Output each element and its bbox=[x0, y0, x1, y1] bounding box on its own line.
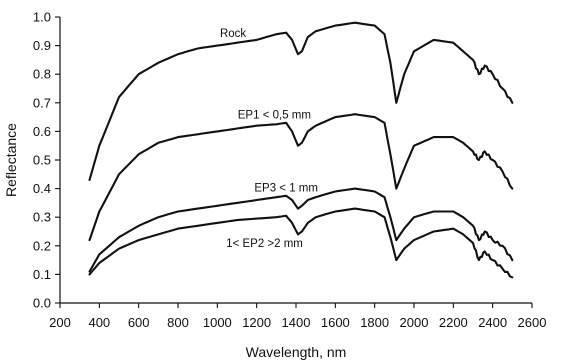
y-tick-label: 1.0 bbox=[33, 10, 51, 25]
y-tick-label: 0.4 bbox=[33, 181, 51, 196]
series-line-4 bbox=[88, 207, 514, 279]
axes bbox=[59, 17, 532, 304]
series-annotation-3: EP3 < 1 mm bbox=[254, 182, 318, 194]
series-line-2 bbox=[88, 113, 514, 242]
series-layer bbox=[88, 21, 514, 279]
series-line-3 bbox=[88, 187, 514, 273]
x-tick-label: 2400 bbox=[478, 315, 507, 330]
y-tick-label: 0.3 bbox=[33, 210, 51, 225]
x-tick-label: 1800 bbox=[360, 315, 389, 330]
x-tick-label: 2200 bbox=[439, 315, 468, 330]
x-axis-title: Wavelength, nm bbox=[246, 344, 347, 360]
x-tick-label: 200 bbox=[49, 315, 71, 330]
x-tick-label: 1200 bbox=[242, 315, 271, 330]
y-tick-label: 0.1 bbox=[33, 267, 51, 282]
y-tick-label: 0.7 bbox=[33, 95, 51, 110]
y-tick-label: 0.8 bbox=[33, 67, 51, 82]
y-ticks: 0.0 0.1 0.2 0.3 0.4 0.5 0.6 0.7 0.8 0.9 1.0 bbox=[33, 10, 60, 311]
x-tick-label: 1000 bbox=[203, 315, 232, 330]
series-annotation-2: EP1 < 0,5 mm bbox=[238, 110, 311, 122]
series-line-1 bbox=[88, 21, 514, 182]
series-annotation-1: Rock bbox=[220, 28, 246, 40]
x-tick-label: 1600 bbox=[321, 315, 350, 330]
y-tick-label: 0.9 bbox=[33, 38, 51, 53]
x-tick-label: 800 bbox=[167, 315, 189, 330]
y-tick-label: 0.2 bbox=[33, 238, 51, 253]
y-tick-label: 0.5 bbox=[33, 153, 51, 168]
annotations: Rock EP1 < 0,5 mm EP3 < 1 mm 1< EP2 >2 mm bbox=[220, 28, 318, 250]
y-tick-label: 0.6 bbox=[33, 124, 51, 139]
x-tick-label: 400 bbox=[88, 315, 110, 330]
x-tick-label: 2000 bbox=[400, 315, 429, 330]
x-tick-label: 600 bbox=[128, 315, 150, 330]
x-ticks: 200 400 600 800 1000 1200 1400 1600 1800 2000 2200… bbox=[49, 303, 546, 330]
y-tick-label: 0.0 bbox=[33, 296, 51, 311]
x-tick-label: 1400 bbox=[282, 315, 311, 330]
x-tick-label: 2600 bbox=[518, 315, 547, 330]
y-axis-title: Reflectance bbox=[3, 123, 19, 197]
series-annotation-4: 1< EP2 >2 mm bbox=[226, 238, 303, 250]
